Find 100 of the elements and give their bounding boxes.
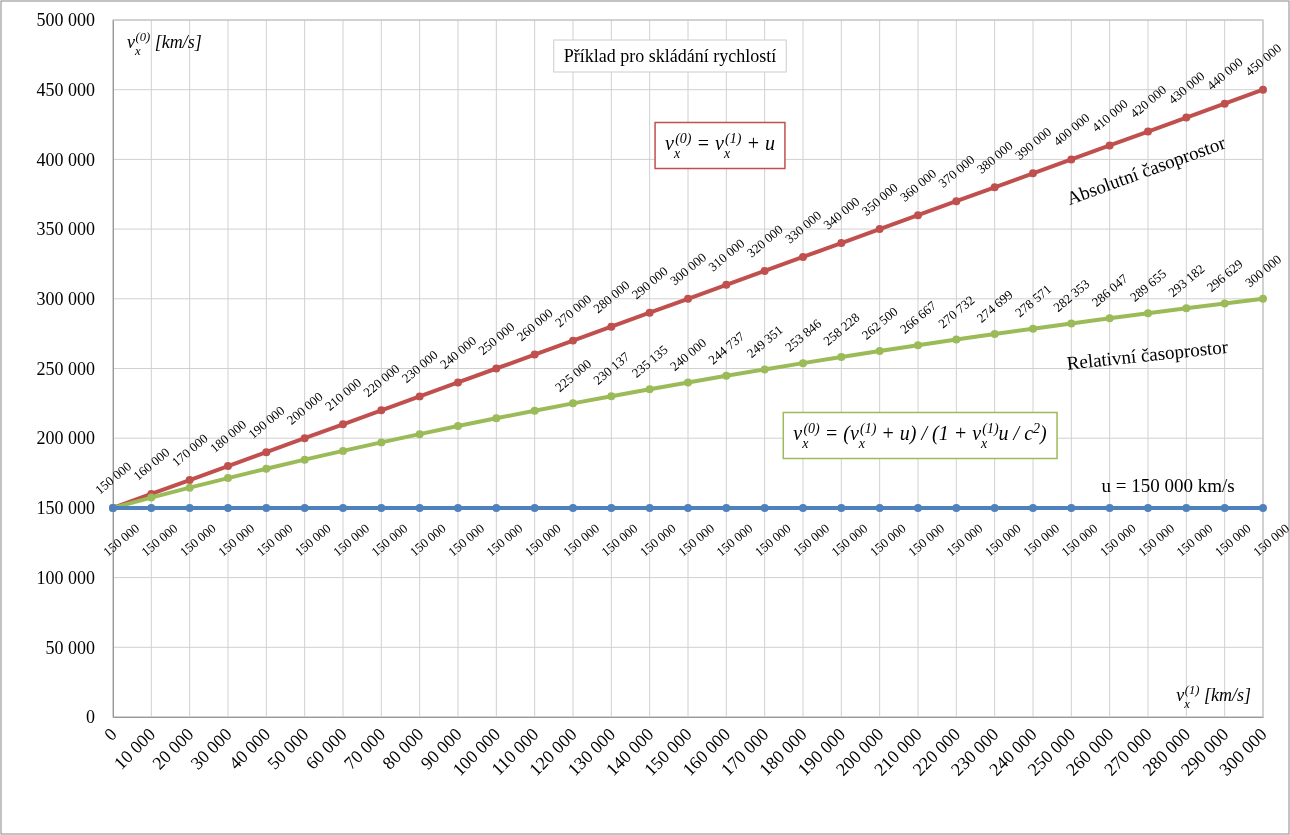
- x-tick-label: 0: [100, 724, 121, 745]
- point: [914, 211, 922, 220]
- point: [607, 322, 616, 331]
- point: [530, 503, 539, 512]
- y-tick-label: 250 000: [36, 358, 95, 379]
- y-tick-label: 450 000: [36, 79, 95, 100]
- point: [1220, 99, 1229, 108]
- point: [377, 438, 386, 447]
- point: [224, 474, 232, 483]
- point: [952, 503, 961, 512]
- point: [914, 341, 922, 350]
- point: [377, 406, 386, 415]
- point: [914, 503, 922, 512]
- point: [339, 446, 347, 455]
- point: [377, 503, 386, 512]
- point: [722, 503, 731, 512]
- text: Relativní časoprostor: [1065, 335, 1230, 374]
- point: [1182, 304, 1191, 313]
- point: [760, 266, 769, 275]
- point: [492, 503, 501, 512]
- point: [262, 464, 271, 473]
- point: [607, 503, 616, 512]
- point: [645, 308, 654, 317]
- point: [645, 503, 654, 512]
- point: [760, 503, 769, 512]
- point: [952, 335, 961, 344]
- point: [837, 239, 846, 248]
- point: [645, 385, 654, 394]
- point: [300, 503, 309, 512]
- point: [1220, 299, 1229, 308]
- y-tick-label: 400 000: [36, 149, 95, 170]
- point: [530, 406, 539, 415]
- data-label: 270 732: [935, 292, 978, 331]
- point: [262, 503, 271, 512]
- point: [454, 378, 462, 387]
- point: [492, 414, 501, 423]
- y-tick-label: 200 000: [36, 428, 95, 449]
- point: [300, 434, 309, 443]
- point: [990, 330, 999, 339]
- point: [262, 448, 271, 457]
- point: [875, 503, 884, 512]
- point: [569, 336, 577, 345]
- point: [1105, 141, 1114, 150]
- y-axis-title: v$_{x}$$^{(0)}$ [km/s]: [127, 30, 202, 58]
- y-tick-label: 300 000: [36, 289, 95, 310]
- point: [147, 493, 156, 502]
- point: [799, 359, 807, 368]
- point: [837, 503, 846, 512]
- point: [990, 503, 999, 512]
- point: [990, 183, 999, 192]
- data-label: 293 182: [1165, 261, 1208, 300]
- point: [722, 280, 731, 289]
- point: [300, 455, 309, 464]
- x-axis-title: v$_{x}$$^{(1)}$ [km/s]: [1176, 683, 1251, 711]
- point: [569, 399, 577, 408]
- point: [684, 294, 692, 303]
- point: [952, 197, 961, 206]
- point: [454, 422, 462, 431]
- point: [185, 483, 194, 492]
- point: [875, 225, 884, 234]
- series-label: u = 150 000 km/s: [1101, 474, 1235, 496]
- point: [1029, 503, 1037, 512]
- point: [1144, 309, 1152, 318]
- point: [569, 503, 577, 512]
- point: [339, 420, 347, 429]
- text: Příklad pro skládání rychlostí: [563, 46, 777, 66]
- point: [224, 503, 232, 512]
- data-label: 300 000: [1242, 251, 1285, 291]
- point: [339, 503, 347, 512]
- point: [1067, 503, 1076, 512]
- point: [1029, 324, 1037, 333]
- point: [684, 378, 692, 387]
- point: [147, 503, 156, 512]
- point: [799, 253, 807, 261]
- point: [1182, 113, 1191, 122]
- point: [1067, 319, 1076, 328]
- point: [1105, 503, 1114, 512]
- point: [1144, 503, 1152, 512]
- text: v$_{x}$$^{(0)}$ = (v$_{x}$$^{(1)}$ + u) / (1 + v$_{x}$$^{(1)}$u / c$^{2}$): [793, 420, 1047, 451]
- point: [1029, 169, 1037, 178]
- point: [607, 392, 616, 401]
- data-label: 282 353: [1050, 276, 1093, 315]
- point: [185, 476, 194, 484]
- point: [760, 365, 769, 374]
- point: [530, 350, 539, 359]
- y-tick-label: 350 000: [36, 219, 95, 240]
- point: [415, 430, 424, 439]
- y-tick-label: 150 000: [36, 498, 95, 519]
- point: [1182, 503, 1191, 512]
- annotation: v$_{x}$$^{(0)}$ = v$_{x}$$^{(1)}$ + u: [665, 130, 775, 161]
- point: [415, 392, 424, 401]
- point: [875, 347, 884, 356]
- point: [454, 503, 462, 512]
- point: [1259, 294, 1267, 303]
- point: [1220, 503, 1229, 512]
- point: [799, 503, 807, 512]
- y-tick-label: 100 000: [36, 567, 95, 588]
- y-tick-label: 50 000: [45, 637, 95, 658]
- point: [684, 503, 692, 512]
- point: [1259, 503, 1267, 512]
